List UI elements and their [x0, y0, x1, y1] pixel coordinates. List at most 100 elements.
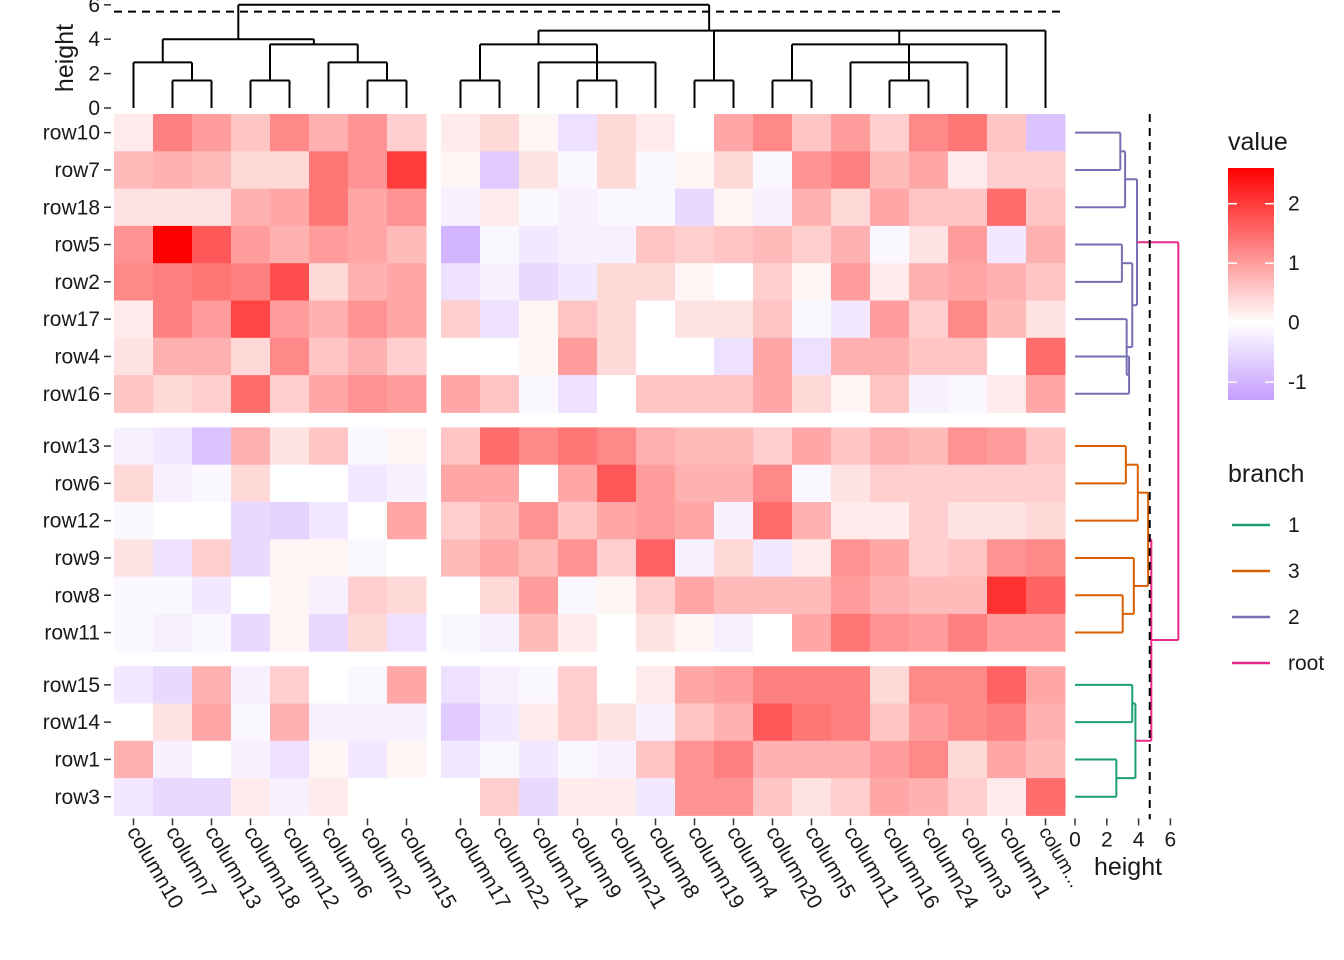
- legend-tick-label: 2: [1288, 193, 1300, 216]
- heatmap-cell: [309, 263, 349, 301]
- y-tick-label: 4: [88, 28, 100, 51]
- heatmap-cell: [270, 114, 310, 152]
- heatmap-cell: [597, 337, 637, 376]
- heatmap-cell: [909, 576, 949, 615]
- heatmap-cell: [987, 114, 1027, 152]
- heatmap-cell: [231, 666, 271, 704]
- heatmap-cell: [231, 188, 271, 227]
- heatmap-cell: [597, 703, 637, 742]
- heatmap-cell: [831, 539, 871, 578]
- heatmap-cell: [441, 300, 481, 339]
- row-label: row11: [44, 622, 100, 645]
- heatmap-cell: [753, 114, 793, 152]
- heatmap-cell: [231, 375, 271, 413]
- heatmap-cell: [714, 464, 754, 503]
- heatmap-cell: [792, 666, 832, 704]
- heatmap-cell: [675, 778, 715, 816]
- heatmap-cell: [387, 300, 427, 339]
- legend-title: value: [1228, 128, 1288, 156]
- heatmap-cell: [558, 502, 598, 540]
- heatmap-cell: [987, 666, 1027, 704]
- heatmap-cell: [948, 613, 988, 652]
- heatmap-cell: [270, 539, 310, 578]
- heatmap-cell: [948, 576, 988, 615]
- heatmap-cell: [348, 151, 388, 190]
- heatmap-cell: [714, 263, 754, 301]
- heatmap-cell: [558, 740, 598, 779]
- heatmap-cell: [519, 703, 559, 742]
- heatmap-cell: [753, 427, 793, 466]
- heatmap-cell: [987, 263, 1027, 301]
- heatmap-cell: [441, 375, 481, 413]
- heatmap-cell: [948, 666, 988, 704]
- heatmap-cell: [753, 778, 793, 816]
- heatmap-cell: [480, 263, 520, 301]
- heatmap-cell: [348, 576, 388, 615]
- heatmap-cell: [636, 539, 676, 578]
- heatmap-cell: [948, 778, 988, 816]
- heatmap-cell: [597, 613, 637, 652]
- heatmap-cell: [231, 300, 271, 339]
- heatmap-cell: [309, 427, 349, 466]
- heatmap-cell: [153, 613, 193, 652]
- heatmap-cell: [714, 151, 754, 190]
- heatmap-cell: [1026, 502, 1066, 540]
- heatmap-cell: [348, 375, 388, 413]
- heatmap-cell: [1026, 114, 1066, 152]
- heatmap-cell: [309, 300, 349, 339]
- heatmap-cell: [153, 114, 193, 152]
- heatmap-cell: [675, 114, 715, 152]
- heatmap-cell: [153, 539, 193, 578]
- heatmap-cell: [909, 337, 949, 376]
- heatmap-cell: [987, 337, 1027, 376]
- heatmap-cell: [192, 464, 232, 503]
- heatmap-cell: [270, 337, 310, 376]
- y-tick-label: 6: [88, 0, 100, 17]
- legend-label: 2: [1288, 606, 1300, 629]
- heatmap-cell: [519, 225, 559, 264]
- heatmap-cell: [714, 613, 754, 652]
- heatmap-cell: [480, 539, 520, 578]
- heatmap-cell: [114, 427, 154, 466]
- legend-tick-label: -1: [1288, 371, 1307, 394]
- heatmap-cell: [792, 188, 832, 227]
- heatmap-cell: [714, 427, 754, 466]
- heatmap-cell: [987, 576, 1027, 615]
- heatmap-cell: [675, 337, 715, 376]
- heatmap-cell: [597, 225, 637, 264]
- heatmap-cell: [309, 151, 349, 190]
- heatmap-cell: [948, 337, 988, 376]
- heatmap-cell: [714, 502, 754, 540]
- heatmap-cell: [153, 300, 193, 339]
- heatmap-cell: [387, 427, 427, 466]
- heatmap-cell: [348, 114, 388, 152]
- heatmap-cell: [870, 263, 910, 301]
- legend-tick-label: 0: [1288, 312, 1300, 335]
- heatmap-cell: [597, 114, 637, 152]
- heatmap-cell: [387, 464, 427, 503]
- heatmap-cell: [192, 576, 232, 615]
- heatmap-cell: [480, 337, 520, 376]
- column-dendrogram: [114, 3, 1065, 108]
- heatmap-cell: [870, 613, 910, 652]
- heatmap-cell: [114, 539, 154, 578]
- heatmap-cell: [348, 740, 388, 779]
- heatmap-cell: [192, 666, 232, 704]
- heatmap-cell: [114, 263, 154, 301]
- heatmap-cell: [231, 502, 271, 540]
- heatmap-cell: [153, 427, 193, 466]
- heatmap-cell: [909, 225, 949, 264]
- heatmap-cell: [909, 263, 949, 301]
- heatmap-cell: [948, 151, 988, 190]
- row-label: row14: [43, 711, 101, 734]
- heatmap-cell: [309, 464, 349, 503]
- heatmap-cell: [987, 613, 1027, 652]
- heatmap-cell: [387, 576, 427, 615]
- heatmap-cell: [636, 502, 676, 540]
- heatmap-cell: [831, 740, 871, 779]
- heatmap-cell: [231, 337, 271, 376]
- heatmap-cell: [636, 375, 676, 413]
- heatmap-cell: [558, 225, 598, 264]
- heatmap-cell: [987, 375, 1027, 413]
